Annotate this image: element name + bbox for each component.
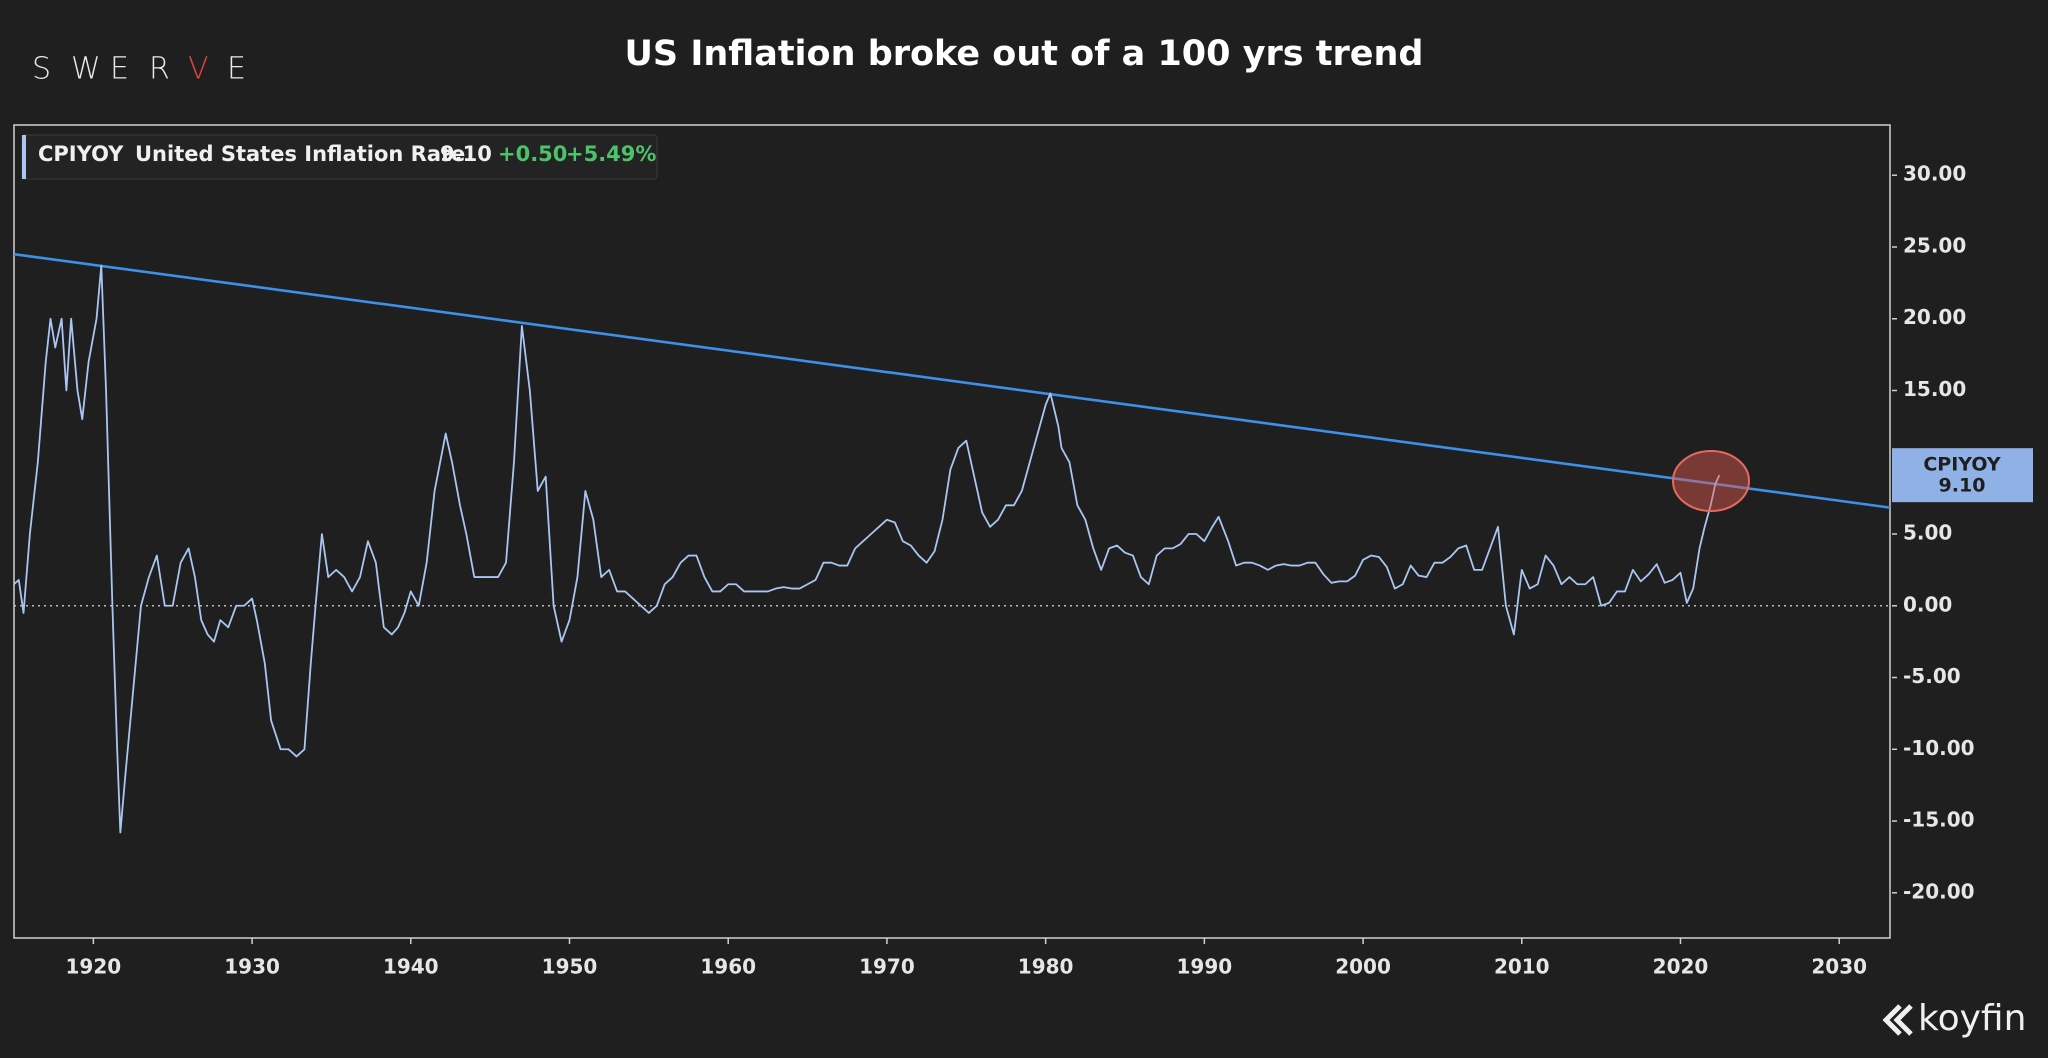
logo-letter: W bbox=[71, 52, 101, 87]
y-tick-label: 0.00 bbox=[1903, 592, 1952, 616]
chart-title: US Inflation broke out of a 100 yrs tren… bbox=[625, 34, 1424, 74]
highlight-circle bbox=[1672, 450, 1750, 512]
y-tick-label: 30.00 bbox=[1903, 162, 1966, 186]
y-tick-label: -10.00 bbox=[1903, 736, 1975, 760]
y-tick-label: 5.00 bbox=[1903, 521, 1952, 545]
x-tick-label: 2000 bbox=[1335, 955, 1391, 979]
logo-letter: V bbox=[188, 52, 209, 87]
x-tick-label: 1990 bbox=[1177, 955, 1233, 979]
legend-name: United States Inflation Rate bbox=[135, 142, 465, 166]
x-tick-label: 2010 bbox=[1494, 955, 1550, 979]
legend-ticker: CPIYOY bbox=[38, 142, 124, 166]
last-value-tag: CPIYOY 9.10 bbox=[1892, 448, 2033, 503]
x-tick-label: 1950 bbox=[542, 955, 598, 979]
axes: 30.0025.0020.0015.0010.005.000.00-5.00-1… bbox=[14, 162, 1975, 979]
tag-value: 9.10 bbox=[1939, 475, 1986, 497]
y-tick-label: 25.00 bbox=[1903, 233, 1966, 257]
x-tick-label: 1960 bbox=[700, 955, 756, 979]
tag-ticker: CPIYOY bbox=[1923, 454, 2000, 476]
logo-letter: R bbox=[149, 52, 170, 87]
brand: koyfin bbox=[1882, 998, 2026, 1039]
y-tick-label: -20.00 bbox=[1903, 879, 1975, 903]
lines bbox=[13, 252, 1891, 834]
x-tick-label: 2030 bbox=[1811, 955, 1867, 979]
x-tick-label: 1970 bbox=[859, 955, 915, 979]
plot-frame bbox=[13, 124, 1891, 939]
logo-letter: E bbox=[227, 52, 246, 87]
y-tick-label: 20.00 bbox=[1903, 305, 1966, 329]
logo-letter: S bbox=[32, 52, 51, 87]
legend-change-pct: +5.49% bbox=[566, 142, 656, 166]
legend: CPIYOY United States Inflation Rate 9.10… bbox=[21, 134, 658, 180]
x-tick-label: 1980 bbox=[1018, 955, 1074, 979]
x-tick-label: 2020 bbox=[1653, 955, 1709, 979]
tag-box bbox=[1892, 448, 2033, 503]
x-tick-label: 1920 bbox=[66, 955, 122, 979]
x-tick-label: 1930 bbox=[224, 955, 280, 979]
legend-change: +0.50 bbox=[498, 142, 567, 166]
x-tick-label: 1940 bbox=[383, 955, 439, 979]
trend-line bbox=[13, 252, 1891, 509]
brand-icon bbox=[1882, 1004, 1913, 1036]
legend-last: 9.10 bbox=[440, 142, 492, 166]
legend-swatch bbox=[22, 135, 26, 179]
logo-letter: E bbox=[110, 52, 129, 87]
y-tick-label: -15.00 bbox=[1903, 808, 1975, 832]
series-line bbox=[13, 264, 1721, 834]
y-tick-label: -5.00 bbox=[1903, 664, 1961, 688]
brand-name: koyfin bbox=[1918, 998, 2026, 1039]
y-tick-label: 15.00 bbox=[1903, 377, 1966, 401]
